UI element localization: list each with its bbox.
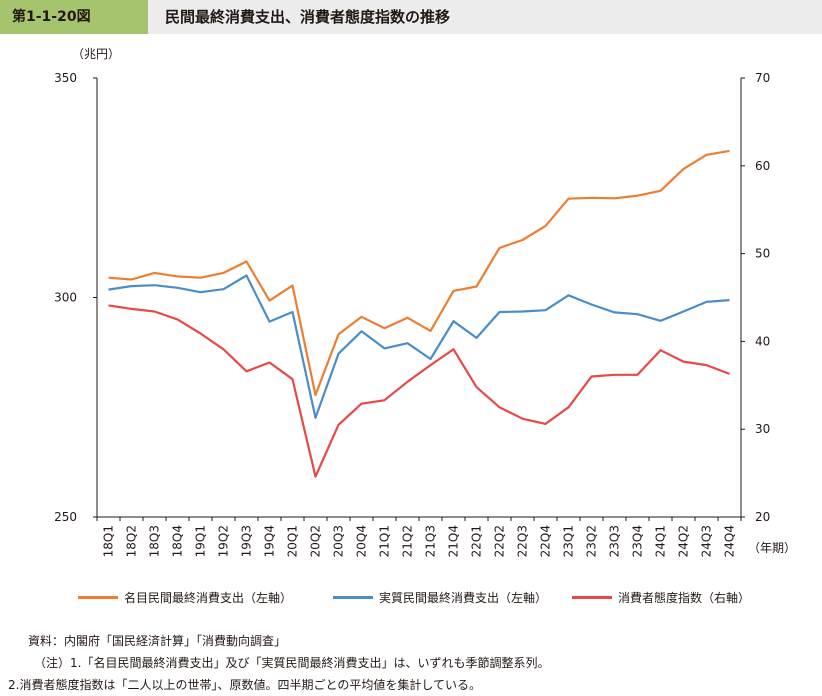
legend-swatch-real [333,595,373,599]
right-axis-tick-label: 60 [755,159,770,173]
figure-title: 民間最終消費支出、消費者態度指数の推移 [165,8,451,26]
note-2: 2.消費者態度指数は「二人以上の世帯」、原数値。四半期ごとの平均値を集計している… [8,678,481,692]
x-axis-tick-label: 24Q2 [677,525,691,557]
note-1: （注）1.「名目民間最終消費支出」及び「実質民間最終消費支出」は、いずれも季節調… [34,656,550,670]
right-axis-tick-label: 30 [755,422,770,436]
x-axis-tick-label: 22Q4 [539,525,553,557]
x-axis-tick-label: 22Q1 [470,525,484,557]
figure-number: 第1-1-20図 [0,0,148,34]
left-axis-tick-label: 350 [54,71,77,85]
x-axis-tick-label: 21Q2 [401,525,415,557]
x-axis-tick-label: 19Q2 [217,525,231,557]
legend-label-nominal: 名目民間最終消費支出（左軸） [124,590,293,605]
x-axis-unit: （年期） [748,541,796,555]
right-axis-tick-label: 40 [755,334,770,348]
legend-item-real: 実質民間最終消費支出（左軸） [333,587,547,607]
figure-header: 第1-1-20図 民間最終消費支出、消費者態度指数の推移 [0,0,822,34]
left-axis-tick-label: 300 [54,291,77,305]
legend-item-nominal: 名目民間最終消費支出（左軸） [78,587,292,607]
x-axis-tick-label: 24Q4 [723,525,737,557]
x-axis-tick-label: 21Q4 [447,525,461,557]
chart-legend: 名目民間最終消費支出（左軸） 実質民間最終消費支出（左軸） 消費者態度指数（右軸… [0,587,822,607]
left-axis-unit: （兆円） [72,47,120,61]
x-axis-tick-label: 21Q3 [424,525,438,557]
x-axis-tick-label: 22Q2 [493,525,507,557]
x-axis-tick-label: 18Q3 [148,525,162,557]
x-axis-tick-label: 23Q4 [631,525,645,557]
x-axis-tick-label: 18Q2 [125,525,139,557]
series-line-nominal [108,149,730,397]
line-chart: （兆円） （年期） 250 300 350 20 30 40 50 60 70 18Q1 18Q2 1… [54,47,796,557]
series-line-confidence [108,304,730,478]
left-axis-tick-label: 250 [54,510,77,524]
x-axis-tick-label: 23Q3 [608,525,622,557]
legend-item-confidence: 消費者態度指数（右軸） [572,587,750,607]
note-source: 資料：内閣府「国民経済計算」「消費動向調査」 [28,634,287,648]
legend-swatch-nominal [78,595,118,599]
x-axis-tick-label: 21Q1 [378,525,392,557]
x-axis-tick-label: 20Q2 [309,525,323,557]
chart-axes: 250 300 350 20 30 40 50 60 70 18Q1 18Q2 18Q3 18Q4 19Q… [54,71,770,557]
x-axis-tick-label: 23Q1 [562,525,576,557]
x-axis-tick-label: 19Q1 [194,525,208,557]
x-axis-tick-label: 20Q4 [355,525,369,557]
x-axis-tick-label: 23Q2 [585,525,599,557]
x-axis-tick-label: 20Q1 [286,525,300,557]
right-axis-tick-label: 50 [755,247,770,261]
x-axis-tick-label: 19Q4 [263,525,277,557]
x-axis-tick-label: 20Q3 [332,525,346,557]
x-axis-tick-label: 22Q3 [516,525,530,557]
x-axis-tick-label: 18Q1 [102,525,116,557]
right-axis-tick-label: 20 [755,510,770,524]
chart-series [108,149,730,478]
legend-swatch-confidence [572,595,612,599]
right-axis-tick-label: 70 [755,71,770,85]
x-axis-tick-label: 24Q3 [700,525,714,557]
series-line-real [108,274,730,419]
source-notes: 資料：内閣府「国民経済計算」「消費動向調査」 （注）1.「名目民間最終消費支出」… [8,630,550,696]
x-axis-tick-label: 19Q3 [240,525,254,557]
legend-label-confidence: 消費者態度指数（右軸） [618,590,751,605]
legend-label-real: 実質民間最終消費支出（左軸） [379,590,548,605]
x-axis-tick-label: 24Q1 [654,525,668,557]
x-axis-tick-label: 18Q4 [171,525,185,557]
